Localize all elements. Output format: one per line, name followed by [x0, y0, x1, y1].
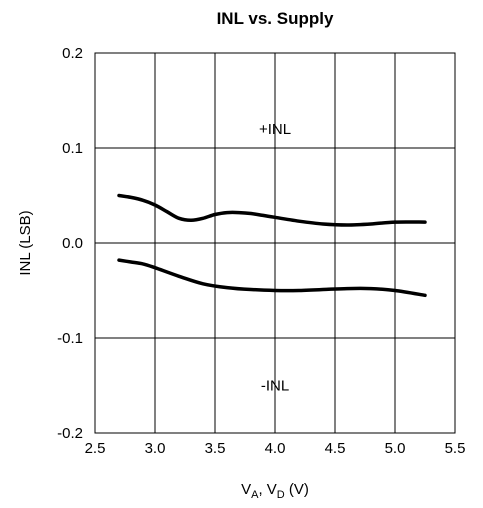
y-tick-label: 0.1 [62, 140, 83, 157]
chart-title: INL vs. Supply [217, 9, 334, 28]
x-tick-label: 2.5 [85, 440, 106, 457]
x-tick-label: 5.0 [385, 440, 406, 457]
x-tick-label: 5.5 [445, 440, 466, 457]
series-layer [117, 193, 427, 298]
y-tick-label: -0.2 [57, 425, 83, 442]
x-axis-label: VA, VD (V) [241, 481, 309, 501]
positive-inl-line [117, 193, 427, 227]
grid-layer [95, 53, 455, 433]
y-tick-label: 0.2 [62, 45, 83, 62]
tick-labels: 2.5 3.0 3.5 4.0 4.5 5.0 5.5 0.2 0.1 0.0 -0.1 -0.2 [57, 45, 465, 457]
plot-frame [94, 52, 456, 434]
x-tick-label: 4.5 [325, 440, 346, 457]
y-tick-label: -0.1 [57, 330, 83, 347]
y-tick-label: 0.0 [62, 235, 83, 252]
annotation-layer: +INL -INL [259, 121, 291, 395]
positive-inl-label: +INL [259, 121, 291, 138]
x-tick-label: 4.0 [265, 440, 286, 457]
negative-inl-label: -INL [261, 378, 289, 395]
y-axis-label: INL (LSB) [17, 210, 34, 275]
x-tick-label: 3.0 [145, 440, 166, 457]
x-tick-label: 3.5 [205, 440, 226, 457]
negative-inl-line [117, 258, 427, 298]
